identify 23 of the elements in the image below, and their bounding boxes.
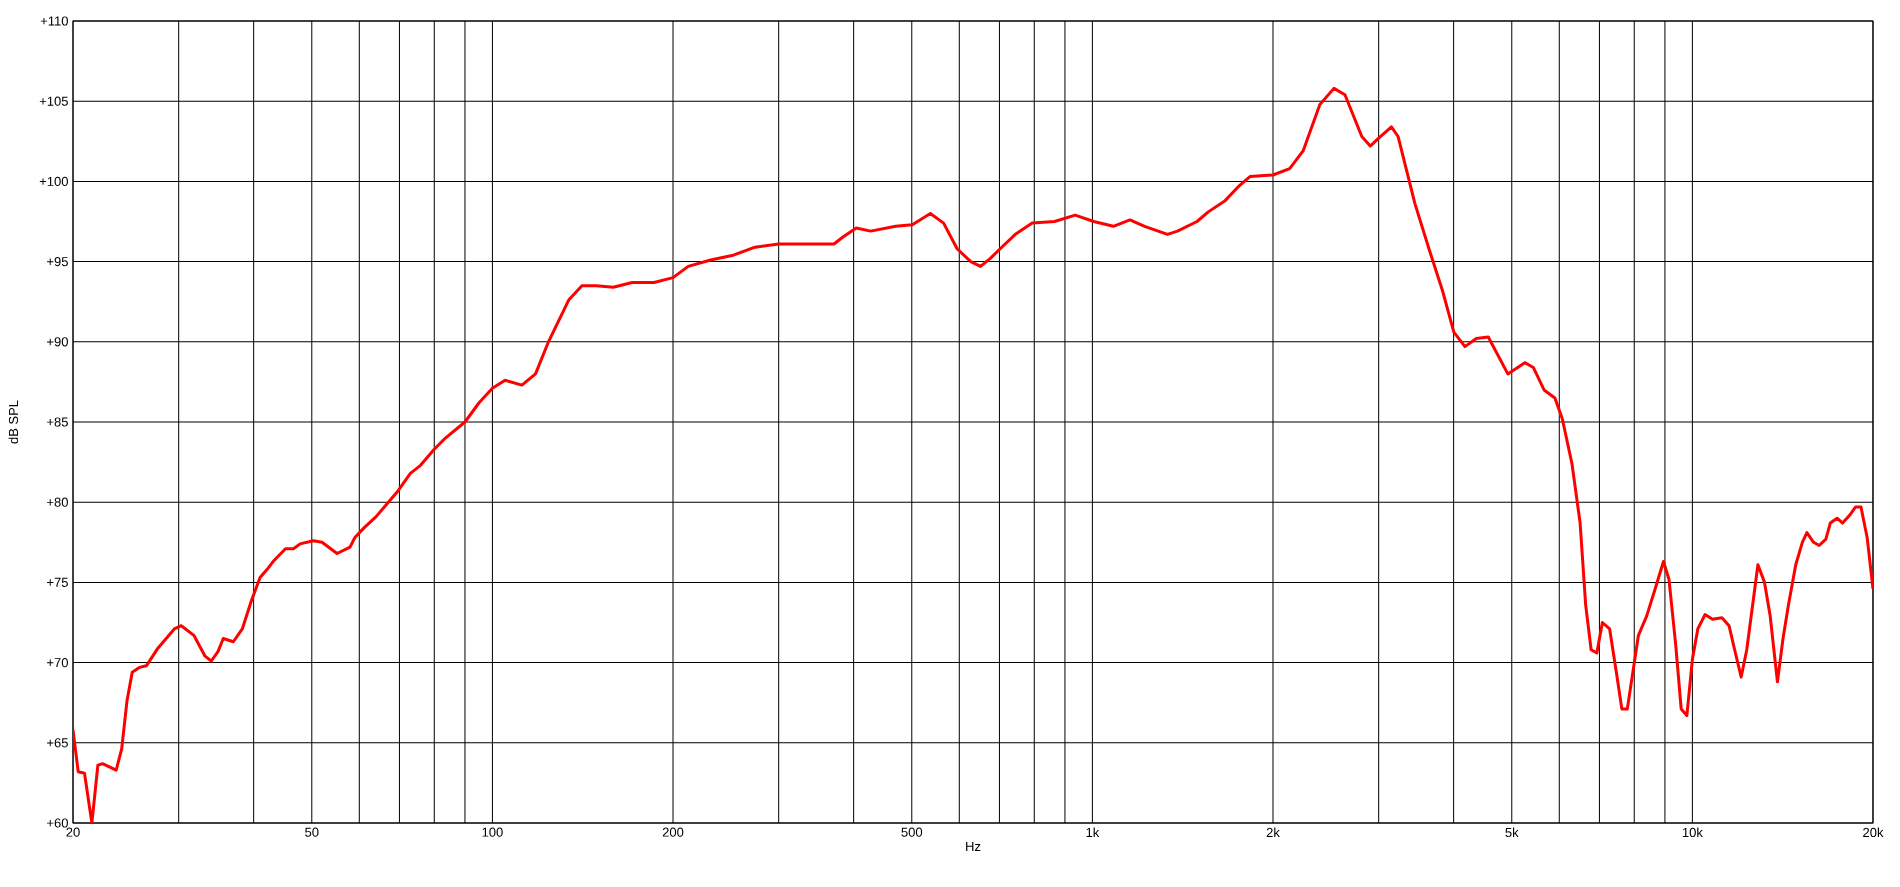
y-tick-label: +80 xyxy=(47,497,68,507)
x-tick-label: 50 xyxy=(305,827,319,837)
y-tick-label: +105 xyxy=(39,96,68,106)
x-tick-label: 500 xyxy=(901,827,923,837)
x-tick-label: 5k xyxy=(1505,827,1519,838)
y-tick-label: +100 xyxy=(39,176,68,186)
x-tick-label: 10k xyxy=(1682,827,1703,838)
y-tick-label: +110 xyxy=(40,16,68,26)
y-tick-label: +65 xyxy=(47,738,68,748)
y-axis-title: dB SPL xyxy=(8,400,19,444)
x-tick-label: 200 xyxy=(662,827,684,837)
y-tick-label: +95 xyxy=(47,256,68,267)
x-tick-label: 100 xyxy=(482,827,503,837)
x-axis-title: Hz xyxy=(966,841,981,851)
x-tick-label: 20k xyxy=(1863,827,1884,838)
x-tick-label: 20 xyxy=(66,827,80,837)
y-tick-label: +70 xyxy=(47,657,68,668)
y-tick-label: +85 xyxy=(47,417,68,427)
x-tick-label: 1k xyxy=(1086,827,1100,837)
y-tick-label: +60 xyxy=(47,818,68,828)
x-tick-label: 2k xyxy=(1266,827,1280,837)
y-tick-label: +90 xyxy=(47,337,68,347)
y-tick-label: +75 xyxy=(47,577,68,587)
